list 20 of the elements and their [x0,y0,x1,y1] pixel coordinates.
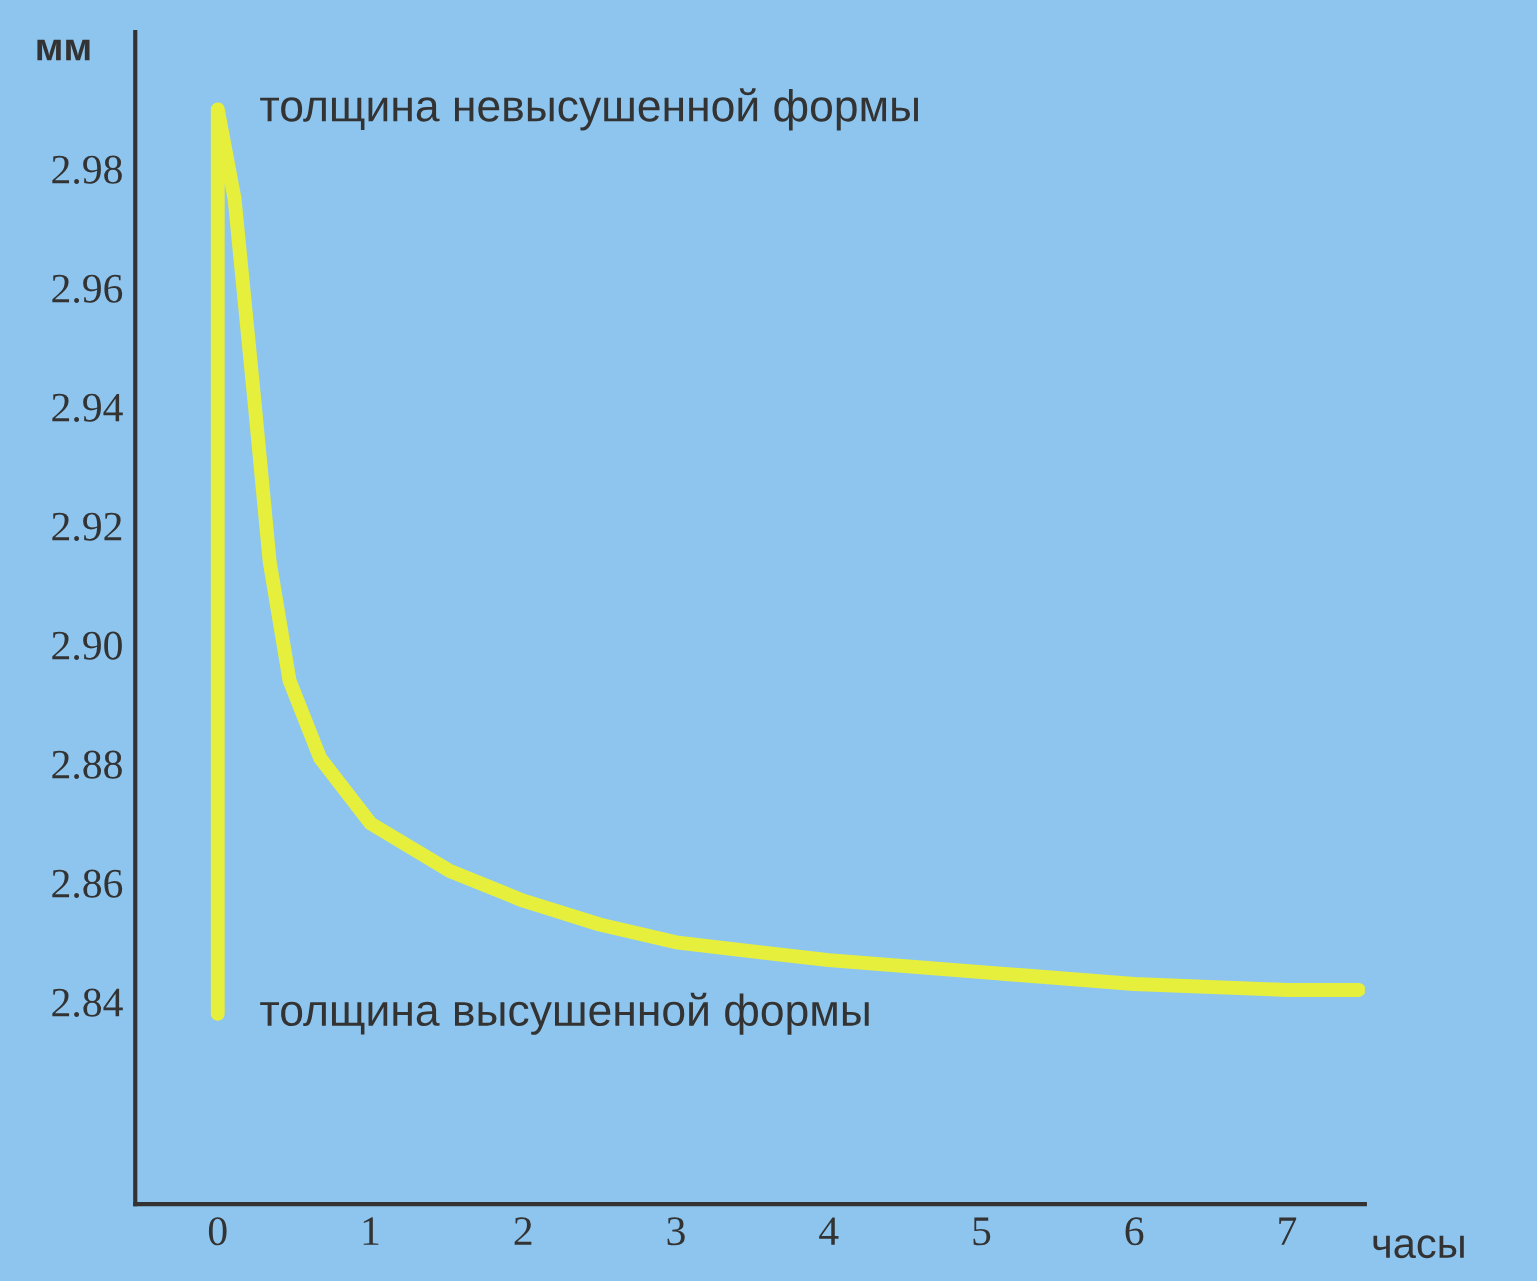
y-tick-label: 2.90 [52,631,122,660]
x-tick-label: 5 [973,1217,991,1246]
y-tick-label: 2.98 [52,155,122,184]
y-tick-label: 2.92 [52,512,122,541]
x-tick-label: 4 [819,1217,839,1245]
x-tick-label: 0 [208,1217,227,1246]
y-tick-label: 2.96 [52,274,123,303]
y-tick-label: 2.86 [52,869,123,898]
y-axis-title: мм [37,39,90,61]
y-tick-label: 2.94 [52,393,123,422]
x-tick-label: 6 [1125,1217,1144,1246]
x-tick-label: 1 [363,1217,379,1245]
annotation: толщина невысушенной формы [260,88,918,131]
x-tick-label: 2 [514,1217,532,1245]
y-tick-label: 2.88 [52,750,122,779]
x-axis-title: часы [1373,1235,1464,1259]
annotation: толщина высушенной формы [260,992,869,1035]
x-tick-label: 7 [1279,1217,1297,1245]
x-tick-label: 3 [667,1217,685,1246]
y-tick-label: 2.84 [52,988,123,1017]
